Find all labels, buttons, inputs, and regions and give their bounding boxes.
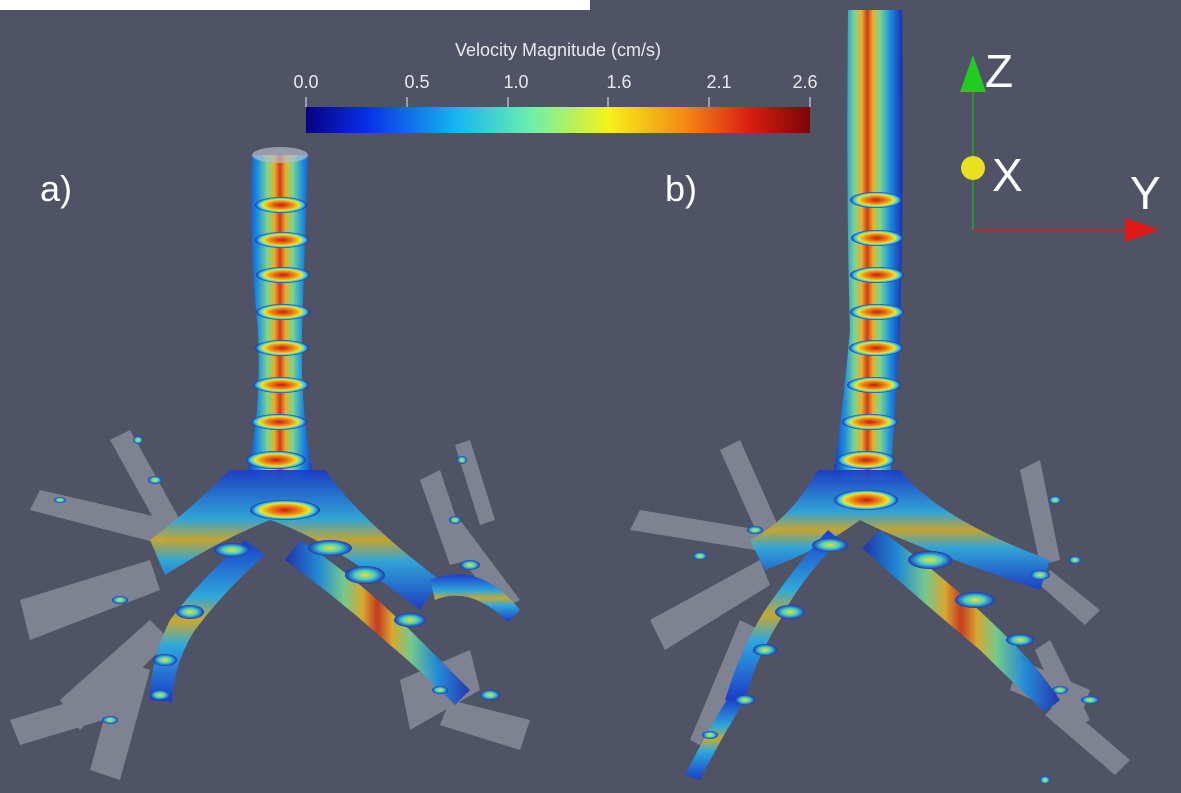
y-axis-arrow-icon: [1125, 218, 1160, 242]
airway-model-a: [10, 147, 530, 780]
y-axis-label: Y: [1130, 167, 1161, 219]
colorbar-tick-label: 1.0: [503, 72, 529, 92]
colorbar-gradient: [306, 107, 810, 133]
colorbar-tick-label: 2.1: [706, 72, 732, 92]
z-axis-arrow-icon: [960, 55, 986, 92]
x-axis-dot-icon: [961, 156, 985, 180]
image-border: [0, 0, 590, 10]
x-axis-label: X: [992, 149, 1023, 201]
airway-model-b: [630, 10, 1130, 784]
colorbar-tick-label: 0.5: [404, 72, 430, 92]
colorbar-tick-label: 1.6: [606, 72, 632, 92]
colorbar-title: Velocity Magnitude (cm/s): [454, 40, 662, 60]
colorbar-ticks: [305, 97, 811, 107]
panel-label-a: a): [40, 168, 73, 209]
z-axis-label: Z: [985, 45, 1014, 97]
colorbar-tick-label: 2.6: [792, 72, 818, 92]
panel-label-b: b): [665, 168, 698, 209]
colorbar-tick-label: 0.0: [293, 72, 319, 92]
orientation-axes: [960, 55, 1160, 242]
